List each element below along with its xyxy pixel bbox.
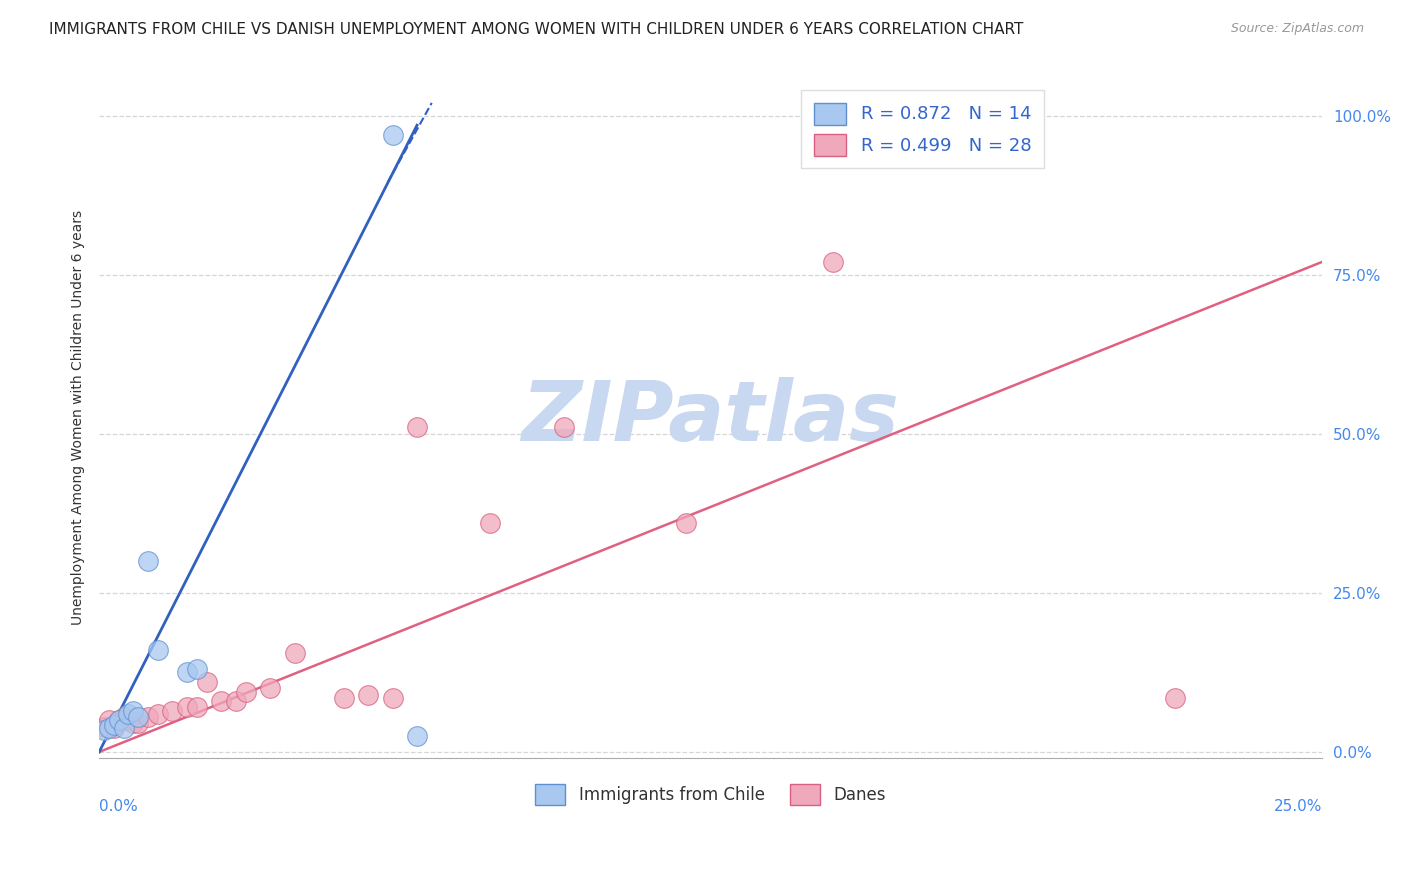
Point [107, 713, 129, 727]
Point [176, 700, 198, 714]
Point [176, 665, 198, 680]
Point [93, 719, 115, 733]
Y-axis label: Unemployment Among Women with Children Under 6 years: Unemployment Among Women with Children U… [72, 211, 86, 625]
Point [117, 713, 139, 727]
Point [97, 713, 120, 727]
Point [357, 688, 380, 702]
Point [97, 721, 120, 735]
Point [406, 729, 429, 743]
Text: 25.0%: 25.0% [1274, 799, 1322, 814]
Point [107, 713, 129, 727]
Text: ZIPatlas: ZIPatlas [522, 377, 900, 458]
Point [332, 690, 354, 705]
Point [406, 420, 429, 434]
Point [162, 704, 184, 718]
Point [103, 721, 125, 735]
Point [381, 690, 404, 705]
Text: IMMIGRANTS FROM CHILE VS DANISH UNEMPLOYMENT AMONG WOMEN WITH CHILDREN UNDER 6 Y: IMMIGRANTS FROM CHILE VS DANISH UNEMPLOY… [49, 22, 1024, 37]
Point [235, 684, 257, 698]
Point [284, 646, 307, 660]
Point [1164, 690, 1187, 705]
Point [186, 662, 208, 676]
Point [146, 643, 169, 657]
Point [225, 694, 247, 708]
Point [675, 516, 697, 530]
Point [112, 710, 135, 724]
Point [209, 694, 232, 708]
Point [195, 675, 218, 690]
Point [112, 721, 135, 735]
Point [127, 716, 149, 731]
Point [553, 420, 575, 434]
Point [136, 710, 159, 724]
Point [103, 718, 125, 732]
Point [186, 700, 208, 714]
Point [479, 516, 502, 530]
Legend: R = 0.872   N = 14, R = 0.499   N = 28: R = 0.872 N = 14, R = 0.499 N = 28 [801, 90, 1043, 169]
Point [146, 706, 169, 721]
Point [122, 716, 145, 731]
Point [259, 681, 281, 696]
Text: 0.0%: 0.0% [100, 799, 138, 814]
Point [117, 706, 139, 721]
Point [93, 723, 115, 737]
Point [821, 255, 844, 269]
Point [122, 704, 145, 718]
Text: Source: ZipAtlas.com: Source: ZipAtlas.com [1230, 22, 1364, 36]
Point [381, 128, 404, 142]
Point [136, 554, 159, 568]
Point [127, 710, 149, 724]
